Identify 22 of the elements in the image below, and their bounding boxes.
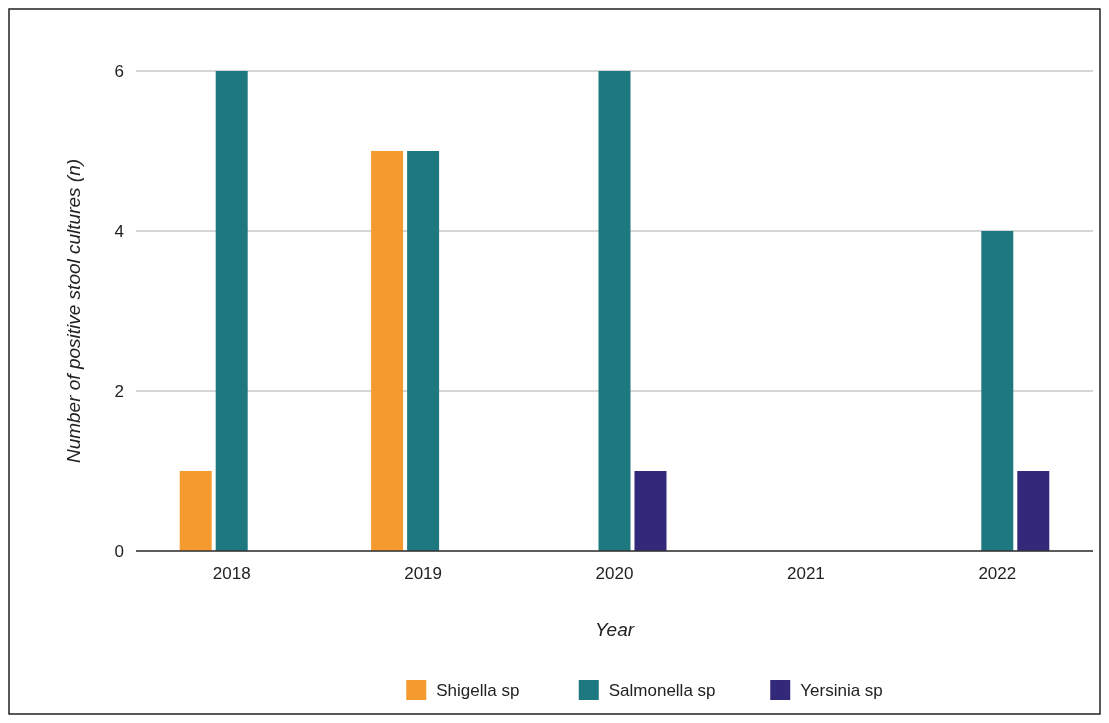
x-axis-title: Year	[594, 619, 635, 640]
x-tick-label: 2019	[404, 564, 443, 583]
bar	[634, 471, 667, 551]
x-tick-label: 2022	[978, 564, 1017, 583]
bar	[407, 151, 440, 551]
y-tick-label: 4	[114, 221, 124, 241]
legend-label: Shigella sp	[436, 680, 520, 700]
bar	[179, 471, 212, 551]
legend-label: Salmonella sp	[608, 680, 716, 700]
bar	[371, 151, 404, 551]
legend-label: Yersinia sp	[800, 680, 883, 700]
y-axis-title: Number of positive stool cultures (n)	[63, 158, 84, 464]
x-tick-label: 2020	[595, 564, 634, 583]
bar	[1017, 471, 1050, 551]
x-tick-label: 2021	[786, 564, 825, 583]
y-tick-label: 6	[114, 61, 124, 81]
bar	[598, 71, 631, 551]
y-tick-label: 0	[114, 541, 124, 561]
bar	[215, 71, 248, 551]
y-tick-label: 2	[114, 381, 124, 401]
bar	[981, 231, 1014, 551]
x-tick-label: 2018	[212, 564, 251, 583]
